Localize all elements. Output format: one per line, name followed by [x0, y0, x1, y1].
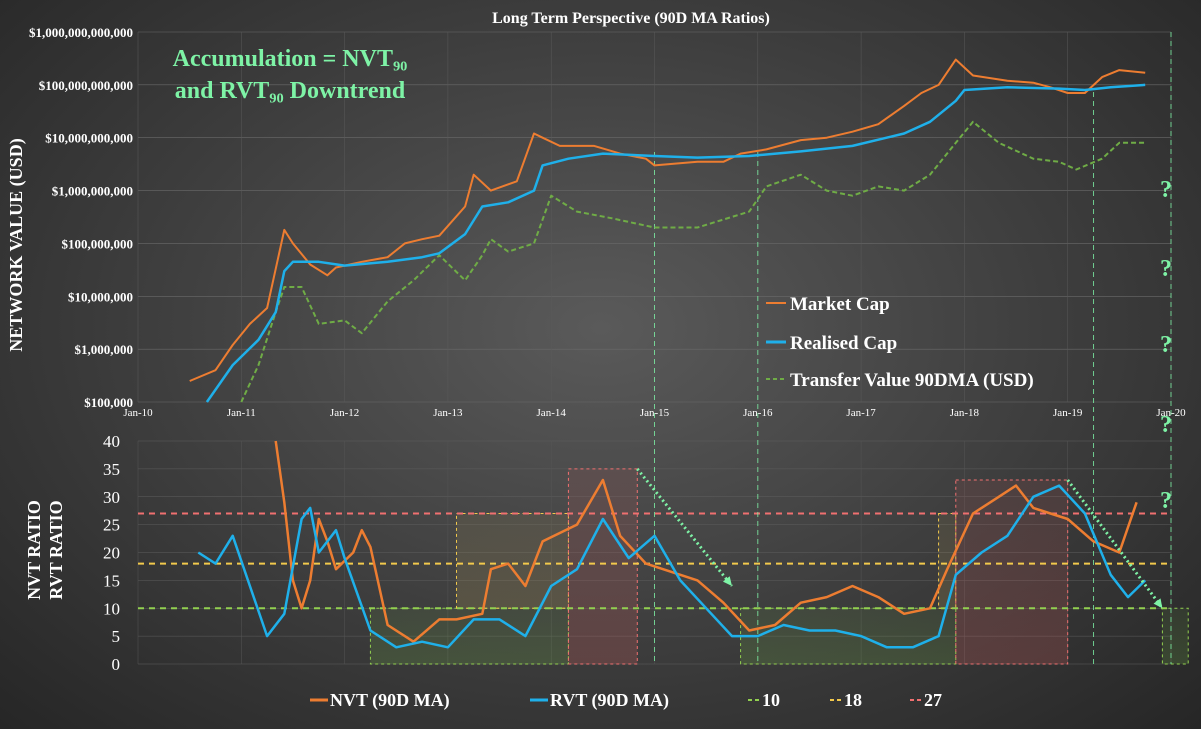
top-x-tick-label: Jan-19 — [1053, 407, 1083, 419]
legend-label-nvt: NVT (90D MA) — [330, 690, 450, 711]
accumulation-zone — [1161, 607, 1189, 665]
annotation-line-2: and RVT₉₀ Downtrend — [175, 78, 406, 104]
bottom-y-tick-label: 35 — [103, 460, 120, 479]
top-y-tick-label: $1,000,000 — [75, 342, 134, 357]
chart-title: Long Term Perspective (90D MA Ratios) — [492, 10, 770, 27]
bottom-legend: NVT (90D MA) RVT (90D MA) 10 18 27 — [310, 690, 942, 711]
legend-label-market-cap: Market Cap — [790, 294, 890, 315]
series-line-rvt-90d-ma- — [197, 484, 1147, 649]
question-mark: ? — [1160, 412, 1172, 438]
bottom-y-tick-label: 40 — [103, 432, 120, 451]
neutral-zone — [456, 512, 569, 609]
bottom-y-tick-label: 15 — [103, 571, 120, 590]
overvalued-zone — [955, 479, 1069, 665]
series-line-nvt-90d-ma- — [274, 440, 1138, 643]
trend-arrows — [636, 467, 1164, 610]
neutral-zone — [938, 512, 957, 609]
top-x-tick-label: Jan-14 — [537, 407, 567, 419]
highlight-zones — [369, 468, 1189, 665]
legend-label-transfer-value: Transfer Value 90DMA (USD) — [790, 370, 1034, 391]
legend-label-10: 10 — [762, 690, 780, 710]
trend-arrow-line — [636, 467, 734, 587]
threshold-lines — [138, 512, 1171, 610]
question-mark: ? — [1160, 332, 1172, 358]
bottom-y-tick-label: 0 — [112, 655, 121, 674]
legend-label-27: 27 — [924, 690, 942, 710]
top-x-tick-label: Jan-15 — [640, 407, 670, 419]
bottom-y-axis-label-rvt: RVT RATIO — [46, 500, 66, 599]
series-line-market-cap — [189, 58, 1146, 382]
trend-arrow-line — [1066, 479, 1164, 610]
top-x-tick-label: Jan-12 — [330, 407, 359, 419]
top-y-tick-label: $10,000,000 — [68, 289, 133, 304]
trend-arrow-head — [1153, 598, 1163, 609]
top-y-tick-label: $100,000 — [84, 395, 133, 410]
top-x-tick-label: Jan-10 — [123, 407, 153, 419]
top-legend: Market Cap Realised Cap Transfer Value 9… — [766, 294, 1034, 391]
vertical-guide-lines — [654, 32, 1172, 664]
top-y-tick-labels: $100,000 $1,000,000 $10,000,000 $100,000,00… — [29, 25, 133, 410]
top-x-tick-label: Jan-13 — [433, 407, 463, 419]
overvalued-zone — [567, 468, 638, 665]
legend-label-18: 18 — [844, 690, 862, 710]
top-y-tick-label: $100,000,000 — [62, 236, 134, 251]
question-mark: ? — [1160, 488, 1172, 514]
bottom-y-axis-label-nvt: NVT RATIO — [24, 500, 44, 600]
question-marks: ????? — [1160, 177, 1172, 514]
top-x-tick-labels: Jan-10 Jan-11 Jan-12 Jan-13 Jan-14 Jan-15 Jan-… — [123, 407, 1186, 419]
top-x-tick-label: Jan-18 — [950, 407, 980, 419]
bottom-y-tick-labels: 0 5 10 15 20 25 30 35 40 — [103, 432, 120, 674]
top-y-tick-label: $10,000,000,000 — [45, 131, 133, 146]
annotation-line-1: Accumulation = NVT₉₀ — [173, 46, 408, 72]
bottom-y-tick-label: 30 — [103, 488, 120, 507]
legend-label-realised-cap: Realised Cap — [790, 333, 897, 354]
top-y-axis-label: NETWORK VALUE (USD) — [6, 138, 27, 351]
top-x-tick-label: Jan-20 — [1156, 407, 1186, 419]
series-line-transfer-value-90dma-usd- — [240, 120, 1146, 403]
question-mark: ? — [1160, 177, 1172, 203]
top-series-lines — [189, 58, 1146, 403]
top-x-tick-label: Jan-11 — [227, 407, 256, 419]
question-mark: ? — [1160, 256, 1172, 282]
bottom-series-lines — [197, 440, 1147, 649]
trend-arrow-head — [722, 576, 732, 586]
top-x-tick-label: Jan-16 — [743, 407, 773, 419]
bottom-y-tick-label: 25 — [103, 516, 120, 535]
top-x-tick-label: Jan-17 — [846, 407, 876, 419]
accumulation-zone — [740, 607, 957, 665]
top-y-tick-label: $100,000,000,000 — [39, 78, 133, 93]
top-y-tick-label: $1,000,000,000,000 — [29, 25, 133, 40]
bottom-y-tick-label: 10 — [103, 599, 120, 618]
bottom-y-tick-label: 5 — [112, 627, 121, 646]
legend-label-rvt: RVT (90D MA) — [550, 690, 669, 711]
bottom-y-tick-label: 20 — [103, 544, 120, 563]
series-line-realised-cap — [205, 83, 1146, 403]
top-y-tick-label: $1,000,000,000 — [52, 184, 133, 199]
